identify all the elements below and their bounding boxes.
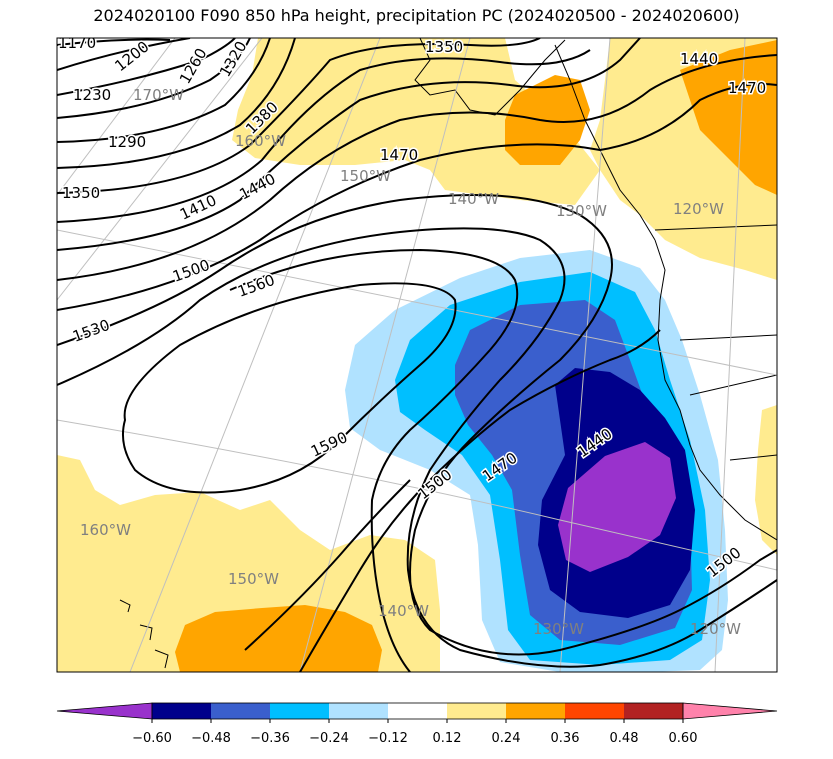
- map-frame: [56, 37, 778, 673]
- colorbar-tick-labels: −0.60 −0.48 −0.36 −0.24 −0.12 0.12 0.24 …: [132, 731, 697, 746]
- fill-bc-strong-positive: [505, 75, 590, 165]
- contour-1200: [57, 38, 191, 71]
- coastline-alaska: [414, 38, 566, 116]
- graticule: [57, 38, 777, 672]
- colorbar-bin-neg-012: [329, 703, 388, 719]
- contour-1380: [57, 49, 591, 223]
- label-140w-top: 140°W: [448, 190, 499, 208]
- meridian-140w: [299, 38, 471, 672]
- colorbar-bin-neg-036: [211, 703, 270, 719]
- meridian-150w: [129, 38, 381, 672]
- meridian-160w: [57, 38, 263, 301]
- colorbar-tick: −0.12: [368, 731, 408, 746]
- label-170w-top: 170°W: [133, 86, 184, 104]
- colorbar-tick: 0.36: [551, 731, 580, 746]
- colorbar-tick: 0.48: [610, 731, 639, 746]
- fill-northeast-strong-positive: [680, 40, 777, 195]
- contour-1530: [57, 227, 777, 668]
- label-contour-1350-north: 1350: [425, 38, 463, 56]
- colorbar-tick: −0.36: [250, 731, 290, 746]
- label-contour-1350-west: 1350: [62, 184, 100, 202]
- border-states: [679, 334, 777, 461]
- map-area: 1170 1200 1260 1320 1230 1290 1350 1350 …: [57, 34, 777, 672]
- contour-1440: [57, 54, 777, 281]
- colorbar-frame: [151, 702, 684, 720]
- label-contour-1500-west: 1500: [170, 256, 212, 286]
- label-contour-1470-northeast: 1470: [728, 79, 766, 97]
- contour-1470: [57, 83, 777, 311]
- label-contour-1470-north: 1470: [380, 146, 418, 164]
- contour-1560: [229, 248, 519, 672]
- label-160w-bottom: 160°W: [80, 521, 131, 539]
- colorbar-bin-pos-012: [447, 703, 506, 719]
- colorbar-tick: 0.60: [669, 731, 698, 746]
- colorbar-bin-pos-036: [565, 703, 624, 719]
- colorbar-extend-right: [682, 702, 778, 720]
- map-title: 2024020100 F090 850 hPa height, precipit…: [93, 6, 740, 25]
- meridian-130w: [559, 38, 611, 672]
- meridian-170w: [57, 38, 176, 196]
- contour-1260: [57, 38, 251, 119]
- label-contour-1170: 1170: [58, 34, 96, 52]
- label-contour-1230: 1230: [73, 86, 111, 104]
- colorbar-tick-marks: [151, 719, 684, 723]
- colorbar-tick: 0.12: [433, 731, 462, 746]
- contour-1410: [57, 38, 641, 251]
- label-contour-1200: 1200: [111, 37, 152, 75]
- contour-1230: [57, 38, 236, 96]
- colorbar-tick: −0.48: [191, 731, 231, 746]
- positive-anomaly-fills: [57, 38, 777, 672]
- label-120w-top: 120°W: [673, 200, 724, 218]
- label-130w-bottom: 130°W: [533, 620, 584, 638]
- colorbar-bin-neg-048: [152, 703, 211, 719]
- islands-hawaii: [119, 599, 169, 669]
- label-contour-1530: 1530: [70, 316, 112, 346]
- parallel-1: [57, 229, 777, 376]
- coastline-west: [654, 239, 777, 541]
- meridian-120w: [714, 38, 746, 672]
- colorbar: −0.60 −0.48 −0.36 −0.24 −0.12 0.12 0.24 …: [56, 702, 778, 746]
- label-140w-bottom: 140°W: [378, 602, 429, 620]
- colorbar-tick: −0.60: [132, 731, 172, 746]
- contour-1350: [57, 38, 541, 194]
- fill-alaska-gulf-positive: [232, 38, 600, 205]
- negative-anomaly-fills: [345, 250, 728, 672]
- contour-1500: [57, 194, 777, 656]
- label-contour-1290: 1290: [108, 133, 146, 151]
- height-contours: [57, 38, 777, 672]
- label-150w-bottom: 150°W: [228, 570, 279, 588]
- fill-east-positive: [755, 405, 777, 555]
- graticule-labels: 170°W 160°W 150°W 140°W 130°W 120°W 160°…: [80, 86, 741, 638]
- label-160w-top: 160°W: [235, 132, 286, 150]
- contour-low-1: [299, 329, 661, 672]
- label-contour-1440-northeast: 1440: [680, 50, 718, 68]
- contour-low-2: [244, 479, 411, 651]
- label-130w-top: 130°W: [556, 202, 607, 220]
- contour-1170: [57, 38, 171, 46]
- label-contour-1590: 1590: [308, 428, 350, 460]
- parallel-2: [57, 419, 777, 571]
- colorbar-bin-neg-024: [270, 703, 329, 719]
- colorbar-tick: 0.24: [492, 731, 521, 746]
- contour-1320: [57, 38, 296, 169]
- label-150w-top: 150°W: [340, 167, 391, 185]
- colorbar-tick: −0.24: [309, 731, 349, 746]
- colorbar-bin-pos-024: [506, 703, 565, 719]
- contour-1290: [57, 38, 271, 143]
- colorbar-bin-pos-048: [624, 703, 683, 719]
- label-120w-bottom: 120°W: [690, 620, 741, 638]
- border-us-canada: [654, 224, 777, 231]
- colorbar-extend-left: [56, 702, 153, 720]
- colorbar-bin-neutral: [388, 703, 447, 719]
- contour-1590: [122, 282, 457, 494]
